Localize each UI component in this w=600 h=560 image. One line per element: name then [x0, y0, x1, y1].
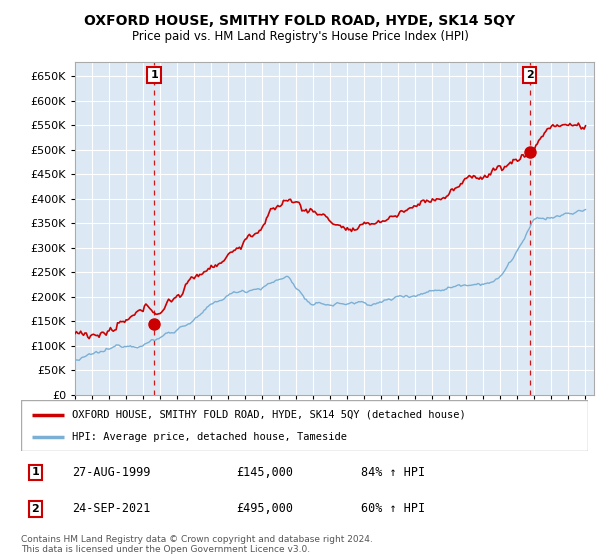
Text: 60% ↑ HPI: 60% ↑ HPI: [361, 502, 425, 515]
Text: HPI: Average price, detached house, Tameside: HPI: Average price, detached house, Tame…: [72, 432, 347, 442]
Text: OXFORD HOUSE, SMITHY FOLD ROAD, HYDE, SK14 5QY: OXFORD HOUSE, SMITHY FOLD ROAD, HYDE, SK…: [85, 14, 515, 28]
FancyBboxPatch shape: [21, 400, 588, 451]
Text: Contains HM Land Registry data © Crown copyright and database right 2024.
This d: Contains HM Land Registry data © Crown c…: [21, 535, 373, 554]
Text: 24-SEP-2021: 24-SEP-2021: [72, 502, 151, 515]
Text: 27-AUG-1999: 27-AUG-1999: [72, 466, 151, 479]
Text: 2: 2: [31, 504, 39, 514]
Text: 2: 2: [526, 70, 533, 80]
Text: 1: 1: [150, 70, 158, 80]
Text: £145,000: £145,000: [236, 466, 293, 479]
Text: 84% ↑ HPI: 84% ↑ HPI: [361, 466, 425, 479]
Text: 1: 1: [31, 468, 39, 478]
Text: OXFORD HOUSE, SMITHY FOLD ROAD, HYDE, SK14 5QY (detached house): OXFORD HOUSE, SMITHY FOLD ROAD, HYDE, SK…: [72, 409, 466, 419]
Text: Price paid vs. HM Land Registry's House Price Index (HPI): Price paid vs. HM Land Registry's House …: [131, 30, 469, 43]
Text: £495,000: £495,000: [236, 502, 293, 515]
